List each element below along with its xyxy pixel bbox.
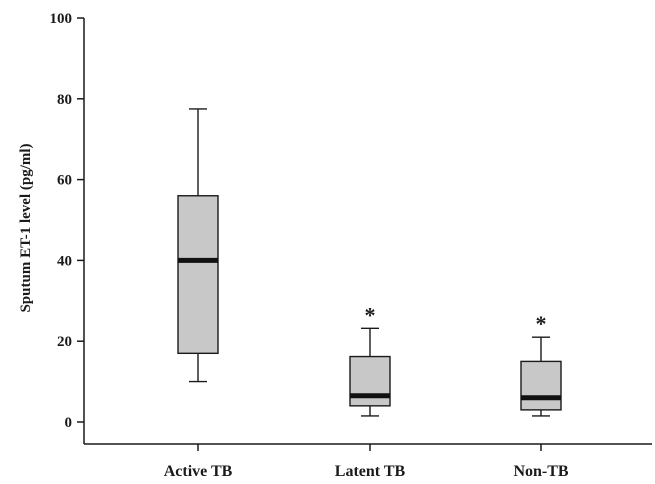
box-non-tb: * — [520, 311, 562, 417]
y-tick-label: 100 — [50, 11, 73, 27]
y-tick-label: 20 — [57, 334, 72, 350]
boxes-group: * * — [177, 108, 562, 417]
y-tick-label: 60 — [57, 173, 72, 189]
x-tick-label: Non-TB — [513, 463, 568, 480]
y-tick-label: 0 — [65, 415, 73, 431]
significance-asterisk: * — [536, 311, 547, 336]
iqr-box — [520, 360, 562, 411]
iqr-box — [349, 355, 391, 407]
y-axis-label: Sputum ET-1 level (pg/ml) — [18, 143, 34, 312]
box-latent-tb: * — [349, 302, 391, 417]
box-active-tb — [177, 108, 219, 383]
significance-asterisk: * — [365, 302, 376, 327]
x-tick-label: Latent TB — [335, 463, 406, 480]
axes: 0 20 40 60 80 100 Active TB Latent TB Non-TB — [50, 11, 652, 480]
iqr-box — [177, 195, 219, 355]
y-tick-label: 40 — [57, 253, 72, 269]
y-tick-label: 80 — [57, 92, 72, 108]
x-tick-label: Active TB — [164, 463, 233, 480]
